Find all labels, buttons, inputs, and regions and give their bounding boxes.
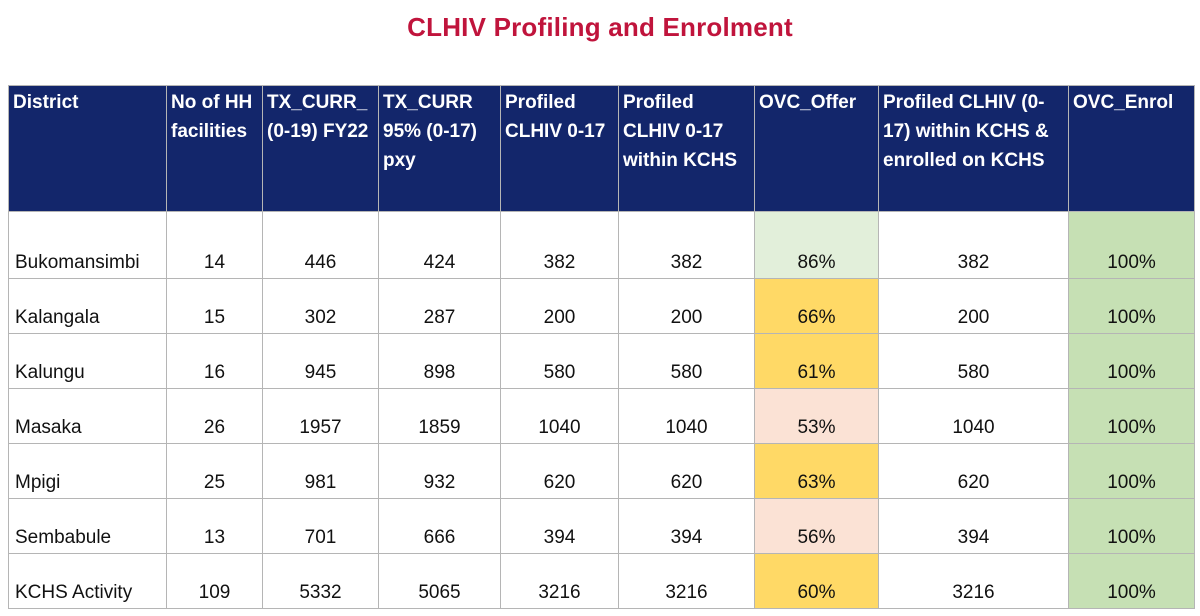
hh-facilities-cell: 14 [166, 211, 263, 279]
profiled-kchs-cell: 394 [618, 498, 755, 554]
tx-curr-95-cell: 5065 [378, 553, 501, 609]
hh-facilities-cell: 26 [166, 388, 263, 444]
header-profiled: Profiled CLHIV 0-17 [500, 85, 619, 212]
header-tx-curr: TX_CURR_ (0-19) FY22 [262, 85, 379, 212]
tx-curr-95-cell: 424 [378, 211, 501, 279]
header-hh-facilities: No of HH facilities [166, 85, 263, 212]
tx-curr-cell: 945 [262, 333, 379, 389]
district-cell: KCHS Activity [8, 553, 167, 609]
table-row: Mpigi 25 981 932 620 620 63% 620 100% [8, 443, 1195, 499]
ovc-enrol-cell: 100% [1068, 211, 1195, 279]
district-cell: Mpigi [8, 443, 167, 499]
enrolled-kchs-cell: 3216 [878, 553, 1069, 609]
table-row: Kalungu 16 945 898 580 580 61% 580 100% [8, 333, 1195, 389]
profiled-kchs-cell: 620 [618, 443, 755, 499]
profiled-kchs-cell: 1040 [618, 388, 755, 444]
table-row: Sembabule 13 701 666 394 394 56% 394 100% [8, 498, 1195, 554]
header-tx-curr-95: TX_CURR 95% (0-17) pxy [378, 85, 501, 212]
ovc-offer-cell: 60% [754, 553, 879, 609]
tx-curr-cell: 981 [262, 443, 379, 499]
profiled-cell: 3216 [500, 553, 619, 609]
ovc-enrol-cell: 100% [1068, 333, 1195, 389]
profiled-cell: 200 [500, 278, 619, 334]
profiled-cell: 620 [500, 443, 619, 499]
ovc-enrol-cell: 100% [1068, 388, 1195, 444]
profiled-kchs-cell: 200 [618, 278, 755, 334]
profiled-cell: 1040 [500, 388, 619, 444]
header-district: District [8, 85, 167, 212]
header-row: District No of HH facilities TX_CURR_ (0… [8, 85, 1195, 212]
table-row: Masaka 26 1957 1859 1040 1040 53% 1040 100% [8, 388, 1195, 444]
enrolled-kchs-cell: 394 [878, 498, 1069, 554]
district-cell: Bukomansimbi [8, 211, 167, 279]
page-title: CLHIV Profiling and Enrolment [407, 12, 793, 42]
hh-facilities-cell: 16 [166, 333, 263, 389]
enrolled-kchs-cell: 580 [878, 333, 1069, 389]
hh-facilities-cell: 15 [166, 278, 263, 334]
profiled-cell: 580 [500, 333, 619, 389]
enrolled-kchs-cell: 620 [878, 443, 1069, 499]
ovc-enrol-cell: 100% [1068, 498, 1195, 554]
district-cell: Sembabule [8, 498, 167, 554]
header-ovc-offer: OVC_Offer [754, 85, 879, 212]
header-enrolled-kchs: Profiled CLHIV (0-17) within KCHS & enro… [878, 85, 1069, 212]
tx-curr-cell: 446 [262, 211, 379, 279]
header-profiled-kchs: Profiled CLHIV 0-17 within KCHS [618, 85, 755, 212]
enrolled-kchs-cell: 200 [878, 278, 1069, 334]
profiled-kchs-cell: 580 [618, 333, 755, 389]
ovc-offer-cell: 56% [754, 498, 879, 554]
tx-curr-cell: 701 [262, 498, 379, 554]
district-cell: Kalungu [8, 333, 167, 389]
table-row: Kalangala 15 302 287 200 200 66% 200 100% [8, 278, 1195, 334]
profiling-table: District No of HH facilities TX_CURR_ (0… [8, 85, 1195, 609]
hh-facilities-cell: 109 [166, 553, 263, 609]
ovc-enrol-cell: 100% [1068, 278, 1195, 334]
tx-curr-95-cell: 287 [378, 278, 501, 334]
profiled-kchs-cell: 3216 [618, 553, 755, 609]
ovc-offer-cell: 66% [754, 278, 879, 334]
tx-curr-cell: 1957 [262, 388, 379, 444]
district-cell: Kalangala [8, 278, 167, 334]
header-ovc-enrol: OVC_Enrol [1068, 85, 1195, 212]
tx-curr-cell: 5332 [262, 553, 379, 609]
hh-facilities-cell: 25 [166, 443, 263, 499]
ovc-offer-cell: 63% [754, 443, 879, 499]
profiled-kchs-cell: 382 [618, 211, 755, 279]
district-cell: Masaka [8, 388, 167, 444]
profiled-cell: 394 [500, 498, 619, 554]
enrolled-kchs-cell: 382 [878, 211, 1069, 279]
hh-facilities-cell: 13 [166, 498, 263, 554]
tx-curr-95-cell: 1859 [378, 388, 501, 444]
profiled-cell: 382 [500, 211, 619, 279]
tx-curr-95-cell: 666 [378, 498, 501, 554]
tx-curr-95-cell: 898 [378, 333, 501, 389]
table-row: Bukomansimbi 14 446 424 382 382 86% 382 100% [8, 211, 1195, 279]
ovc-enrol-cell: 100% [1068, 553, 1195, 609]
ovc-offer-cell: 53% [754, 388, 879, 444]
ovc-offer-cell: 86% [754, 211, 879, 279]
ovc-enrol-cell: 100% [1068, 443, 1195, 499]
enrolled-kchs-cell: 1040 [878, 388, 1069, 444]
tx-curr-cell: 302 [262, 278, 379, 334]
ovc-offer-cell: 61% [754, 333, 879, 389]
table-row: KCHS Activity 109 5332 5065 3216 3216 60% 3216 1… [8, 553, 1195, 609]
tx-curr-95-cell: 932 [378, 443, 501, 499]
